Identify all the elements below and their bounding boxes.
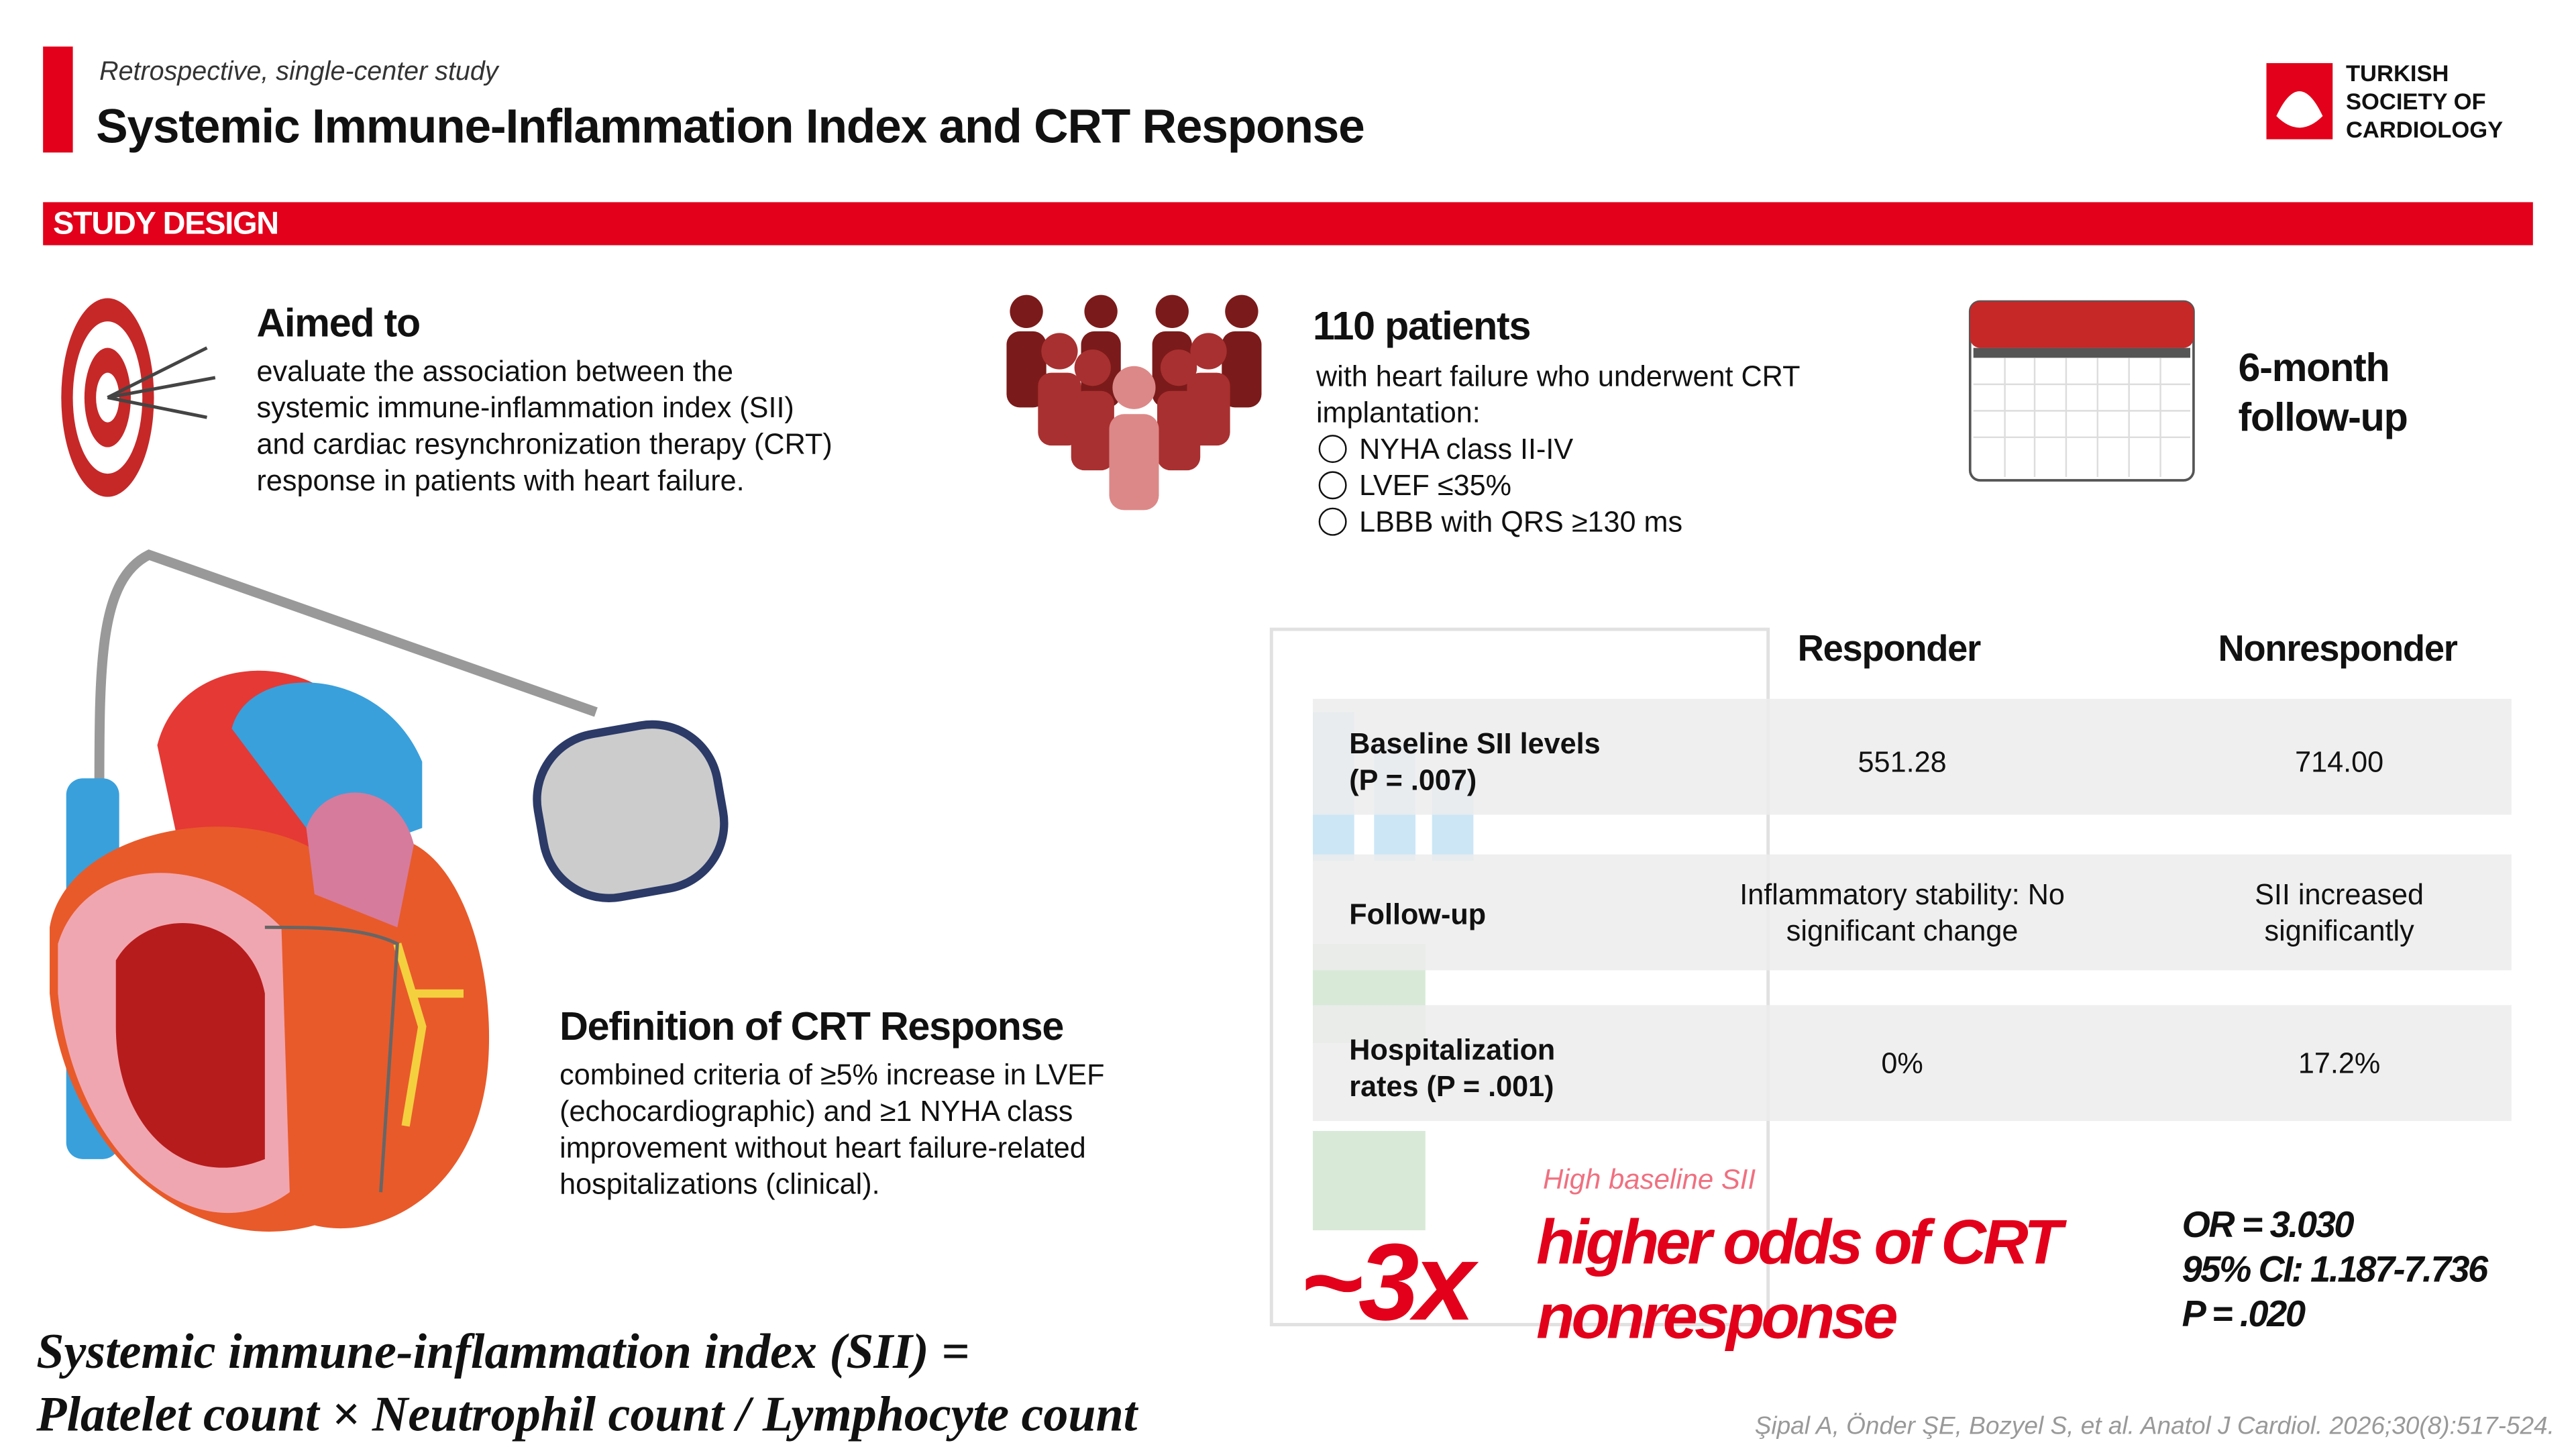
formula: Platelet count × Neutrophil count / Lymp… xyxy=(36,1387,1138,1442)
cell: 714.00 xyxy=(2295,746,2383,778)
definition-text: combined criteria of ≥5% increase in LVE… xyxy=(559,1059,1104,1091)
odds-multiplier: ~3x xyxy=(1299,1221,1479,1343)
logo-text: SOCIETY OF xyxy=(2346,89,2486,115)
definition-text: hospitalizations (clinical). xyxy=(559,1169,879,1201)
table-header: Responder xyxy=(1798,628,1982,669)
patients-text: with heart failure who underwent CRT xyxy=(1316,360,1800,392)
cell: 0% xyxy=(1881,1047,1923,1079)
heart-illustration xyxy=(50,549,729,1232)
row-label: rates (P = .001) xyxy=(1349,1071,1554,1103)
cell: 17.2% xyxy=(2298,1047,2380,1079)
stat: 95% CI: 1.187-7.736 xyxy=(2182,1248,2489,1289)
formula: Systemic immune-inflammation index (SII)… xyxy=(36,1324,969,1379)
cell: SII increased xyxy=(2255,879,2424,911)
cell: significantly xyxy=(2265,915,2415,947)
patients-title: 110 patients xyxy=(1313,303,1530,348)
logo-text: TURKISH xyxy=(2346,61,2449,87)
stat: OR = 3.030 xyxy=(2182,1204,2355,1245)
aim-text: systemic immune-inflammation index (SII) xyxy=(257,392,794,424)
section-bar xyxy=(43,202,2533,246)
definition-text: improvement without heart failure-relate… xyxy=(559,1132,1086,1164)
people-icon xyxy=(1006,294,1262,511)
row-label: (P = .007) xyxy=(1349,764,1477,796)
aim-text: and cardiac resynchronization therapy (C… xyxy=(257,429,833,461)
title-accent xyxy=(43,46,73,153)
subtitle: Retrospective, single-center study xyxy=(99,56,500,86)
table-header: Nonresponder xyxy=(2218,628,2458,669)
cell: Inflammatory stability: No xyxy=(1739,879,2065,911)
aim-title: Aimed to xyxy=(257,300,420,345)
result-text: higher odds of CRT xyxy=(1536,1206,2067,1277)
result-text: nonresponse xyxy=(1536,1281,1896,1351)
table-row: Baseline SII levels (P = .007) 551.28 71… xyxy=(1313,698,2512,815)
criterion: NYHA class II-IV xyxy=(1359,433,1573,466)
target-icon xyxy=(61,298,216,497)
criteria-list: NYHA class II-IV LVEF ≤35% LBBB with QRS… xyxy=(1318,433,1682,538)
criterion: LBBB with QRS ≥130 ms xyxy=(1359,506,1682,538)
followup-text: follow-up xyxy=(2239,394,2408,439)
aim-text: response in patients with heart failure. xyxy=(257,465,745,497)
calendar-icon xyxy=(1968,300,2195,482)
cell: 551.28 xyxy=(1858,746,1947,778)
followup-text: 6-month xyxy=(2239,345,2390,390)
criterion: LVEF ≤35% xyxy=(1359,470,1511,502)
result-label: High baseline SII xyxy=(1543,1163,1756,1195)
row-label: Follow-up xyxy=(1349,898,1486,930)
citation: Şipal A, Önder ŞE, Bozyel S, et al. Anat… xyxy=(1755,1411,2555,1439)
definition-title: Definition of CRT Response xyxy=(559,1004,1063,1049)
patients-text: implantation: xyxy=(1316,397,1481,429)
row-label: Hospitalization xyxy=(1349,1034,1555,1067)
logo: TURKISH SOCIETY OF CARDIOLOGY xyxy=(2266,61,2503,143)
definition-text: (echocardiographic) and ≥1 NYHA class xyxy=(559,1095,1073,1128)
table-row: Follow-up Inflammatory stability: No sig… xyxy=(1313,854,2512,971)
title: Systemic Immune-Inflammation Index and C… xyxy=(96,100,1364,154)
logo-text: CARDIOLOGY xyxy=(2346,117,2503,143)
row-label: Baseline SII levels xyxy=(1349,728,1600,760)
aim-text: evaluate the association between the xyxy=(257,356,733,388)
table-row: Hospitalization rates (P = .001) 0% 17.2… xyxy=(1313,1005,2512,1122)
section-title: STUDY DESIGN xyxy=(53,205,278,240)
cell: significant change xyxy=(1786,915,2019,947)
stat: P = .020 xyxy=(2182,1293,2306,1334)
